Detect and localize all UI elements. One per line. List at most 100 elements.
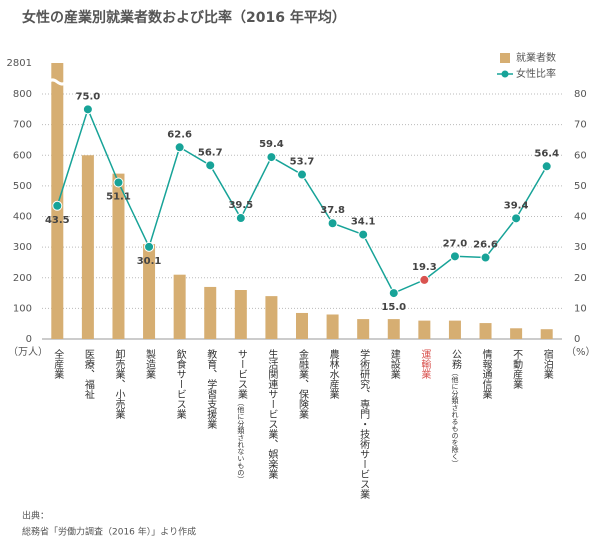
category-name: 農林水産業 xyxy=(327,348,339,400)
x-tick-label: 公務（他に分類されるものを除く） xyxy=(449,349,461,467)
y-axis-label: （万人） xyxy=(8,346,48,358)
y2-tick-label: 20 xyxy=(574,273,587,284)
y-tick-label: 700 xyxy=(13,120,32,131)
point xyxy=(82,104,93,115)
y2-tick-label: 40 xyxy=(574,212,587,223)
value-label: 43.5 xyxy=(45,215,70,226)
y-tick-label: 600 xyxy=(13,150,32,161)
bar xyxy=(326,314,339,339)
point xyxy=(235,213,246,224)
y2-tick-label: 60 xyxy=(574,150,587,161)
bar xyxy=(296,312,308,339)
bar xyxy=(387,319,400,339)
category-note: （他に分類されないもの） xyxy=(237,399,245,483)
point xyxy=(327,218,338,229)
y-tick-label: 2801 xyxy=(7,58,32,69)
point xyxy=(419,274,430,285)
y-tick-label: 400 xyxy=(13,212,32,223)
legend-swatch xyxy=(501,70,509,78)
y2-tick-label: 70 xyxy=(574,120,587,131)
category-name: 教育、学習支援業 xyxy=(205,348,217,430)
x-tick-label: 建設業 xyxy=(388,348,400,380)
x-tick-label: 生活関連サービス業、娯楽業 xyxy=(266,348,278,480)
value-label: 34.1 xyxy=(351,217,376,228)
bar xyxy=(143,244,156,339)
x-tick-label: 医療、福祉 xyxy=(82,349,94,399)
y-tick-label: 100 xyxy=(13,303,32,314)
bar xyxy=(204,286,217,339)
bar xyxy=(357,319,370,339)
category-name: 製造業 xyxy=(144,348,156,380)
y2-axis-label: （%） xyxy=(566,346,596,358)
value-label: 56.4 xyxy=(534,148,559,159)
y-tick-label: 0 xyxy=(26,334,32,345)
category-note: （他に分類されるものを除く） xyxy=(451,369,459,467)
y-tick-label: 800 xyxy=(13,89,32,100)
value-label: 15.0 xyxy=(381,302,406,313)
point xyxy=(480,252,491,263)
value-label: 19.3 xyxy=(412,262,437,273)
point xyxy=(511,213,522,224)
axis-break xyxy=(47,78,68,86)
bar xyxy=(234,290,247,339)
point xyxy=(541,161,552,172)
x-tick-label: 卸売業、小売業 xyxy=(113,348,125,420)
x-tick-label: 農林水産業 xyxy=(327,348,339,400)
x-tick-label: 金融業、保険業 xyxy=(297,348,309,420)
value-label: 62.6 xyxy=(167,129,192,140)
y2-tick-label: 50 xyxy=(574,181,587,192)
bar xyxy=(540,329,553,339)
y2-tick-label: 10 xyxy=(574,303,587,314)
value-label: 26.6 xyxy=(473,240,498,251)
bar xyxy=(265,296,278,339)
bar xyxy=(112,173,125,339)
category-name: 不動産業 xyxy=(511,349,523,390)
point xyxy=(205,160,216,171)
category-name: 学術研究、専門・技術サービス業 xyxy=(358,348,370,500)
bar xyxy=(173,274,186,339)
value-label: 39.5 xyxy=(228,200,253,211)
category-name: 生活関連サービス業、娯楽業 xyxy=(266,348,278,480)
value-label: 56.7 xyxy=(198,147,223,158)
category-name: 宿泊業 xyxy=(541,348,553,380)
x-tick-label: 情報通信業 xyxy=(480,348,492,400)
y2-tick-label: 80 xyxy=(574,89,587,100)
x-tick-label: 教育、学習支援業 xyxy=(205,348,217,430)
x-tick-label: 宿泊業 xyxy=(541,348,553,380)
category-name: 飲食サービス業 xyxy=(174,348,186,420)
category-name: 卸売業、小売業 xyxy=(113,348,125,420)
point xyxy=(266,152,277,163)
point xyxy=(52,200,63,211)
legend-label: 女性比率 xyxy=(516,67,556,80)
category-name: 医療、福祉 xyxy=(82,349,94,399)
x-tick-label: 製造業 xyxy=(144,348,156,380)
point xyxy=(388,288,399,299)
point xyxy=(144,241,155,252)
value-label: 27.0 xyxy=(443,238,468,249)
category-name: 金融業、保険業 xyxy=(297,348,309,420)
source-title: 出典： xyxy=(22,510,49,522)
bar xyxy=(510,328,523,339)
point xyxy=(113,177,124,188)
source: 総務省「労働力調査（2016 年）」より作成 xyxy=(22,526,196,538)
value-label: 53.7 xyxy=(290,157,315,168)
value-label: 30.1 xyxy=(137,256,162,267)
category-name: 公務 xyxy=(449,349,461,370)
x-tick-label: 飲食サービス業 xyxy=(174,348,186,420)
point xyxy=(358,229,369,240)
y-tick-label: 300 xyxy=(13,242,32,253)
value-label: 59.4 xyxy=(259,139,284,150)
category-name: 全産業 xyxy=(52,348,64,380)
value-label: 37.8 xyxy=(320,205,345,216)
point xyxy=(174,142,185,153)
y2-tick-label: 30 xyxy=(574,242,587,253)
bar xyxy=(479,323,492,339)
point xyxy=(297,169,307,180)
x-tick-label: サービス業（他に分類されないもの） xyxy=(235,349,247,483)
chart-title: 女性の産業別就業者数および比率（2016 年平均） xyxy=(22,9,346,26)
legend-label: 就業者数 xyxy=(516,51,556,64)
legend-swatch xyxy=(500,53,510,63)
x-tick-label: 学術研究、専門・技術サービス業 xyxy=(358,348,370,500)
bar xyxy=(81,155,94,339)
x-tick-label: 全産業 xyxy=(52,348,64,380)
